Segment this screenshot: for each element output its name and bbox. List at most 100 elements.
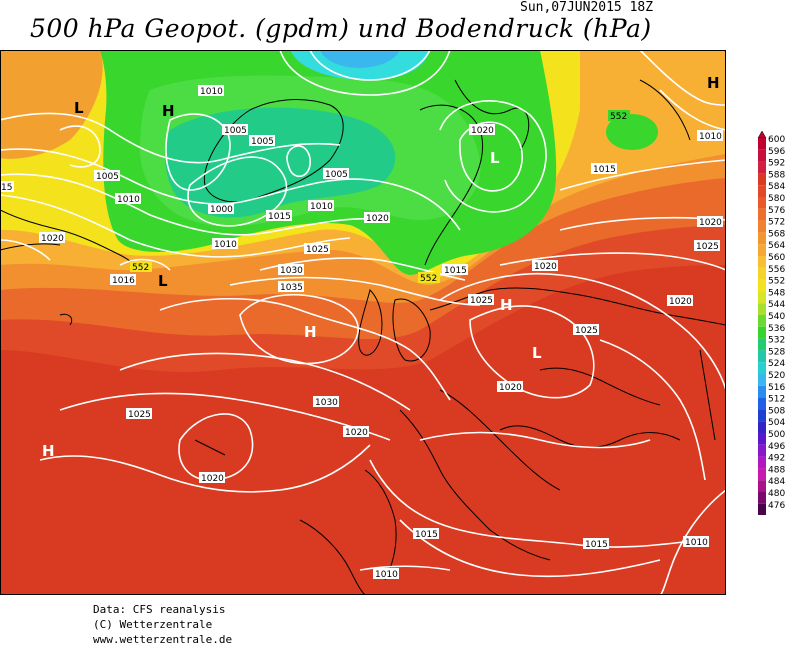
isobar-label: 1015: [413, 528, 439, 540]
svg-text:1030: 1030: [315, 398, 338, 408]
isobar-label: 1010: [198, 85, 224, 97]
svg-text:1015: 1015: [593, 165, 616, 175]
svg-text:1025: 1025: [470, 296, 493, 306]
scale-swatch: [758, 374, 766, 386]
high-center-label: H: [500, 296, 513, 314]
scale-label: 532: [768, 336, 785, 346]
scale-swatch: [758, 326, 766, 339]
scale-swatch: [758, 397, 766, 410]
scale-label: 568: [768, 229, 785, 239]
isobar-labels: 1010 1005 1005 1000 1010 1015 1010 1020 …: [0, 85, 723, 580]
isobar-label: 1020: [364, 212, 390, 224]
svg-text:1020: 1020: [499, 383, 522, 393]
isobar-label: 1025: [468, 294, 494, 306]
scale-swatch: [758, 208, 766, 221]
copyright: (C) Wetterzentrale: [93, 618, 213, 631]
scale-swatch: [758, 492, 766, 504]
isobar-label: 1020: [39, 232, 65, 244]
scale-swatch: [758, 480, 766, 492]
scale-swatch: [758, 161, 766, 174]
scale-label: 484: [768, 477, 785, 487]
isobar-label: 1015: [442, 264, 468, 276]
svg-text:552: 552: [420, 274, 437, 284]
low-center-label: L: [74, 99, 84, 117]
isobar-label: 1015: [266, 210, 292, 222]
svg-text:15: 15: [1, 183, 12, 193]
svg-text:1025: 1025: [306, 245, 329, 255]
svg-text:552: 552: [610, 112, 627, 122]
scale-label: 584: [768, 182, 785, 192]
scale-label: 576: [768, 206, 785, 216]
scale-label: 572: [768, 218, 785, 228]
isobar-label: 1020: [667, 295, 693, 307]
scale-swatch: [758, 279, 766, 292]
scale-swatch: [758, 433, 766, 445]
scale-label: 536: [768, 324, 785, 334]
website: www.wetterzentrale.de: [93, 633, 233, 646]
scale-label: 476: [768, 501, 785, 511]
scale-label: 540: [768, 312, 785, 322]
scale-swatch: [758, 503, 766, 515]
high-center-label: H: [707, 74, 720, 92]
height-labels: 552 552 552: [130, 110, 630, 284]
scale-swatch: [758, 444, 766, 457]
svg-text:1020: 1020: [41, 234, 64, 244]
scale-swatch: [758, 220, 766, 233]
scale-swatch: [758, 303, 766, 315]
isobar-label: 15: [0, 181, 14, 193]
svg-text:1015: 1015: [268, 212, 291, 222]
scale-label: 524: [768, 359, 785, 369]
scale-label: 520: [768, 371, 785, 381]
isobar-label: 1005: [323, 168, 349, 180]
scale-label: 548: [768, 288, 785, 298]
svg-text:1010: 1010: [214, 240, 237, 250]
isobar-label: 1015: [583, 538, 609, 550]
low-center-label: L: [532, 344, 542, 362]
svg-text:1020: 1020: [345, 428, 368, 438]
svg-text:1025: 1025: [128, 410, 151, 420]
scale-label: 596: [768, 147, 785, 157]
scale-swatch: [758, 385, 766, 398]
svg-text:1030: 1030: [280, 266, 303, 276]
isobar-label: 1000: [208, 203, 234, 215]
svg-text:1020: 1020: [534, 262, 557, 272]
svg-text:1005: 1005: [96, 172, 119, 182]
low-center-label: L: [490, 149, 500, 167]
isobar-label: 1030: [278, 264, 304, 276]
scale-swatch: [758, 291, 766, 304]
isobar-label: 1020: [343, 426, 369, 438]
valid-time: Sun,07JUN2015 18Z: [520, 0, 654, 15]
scale-label: 552: [768, 277, 785, 287]
svg-text:1016: 1016: [112, 276, 135, 286]
scale-label: 516: [768, 383, 785, 393]
scale-swatch: [758, 256, 766, 268]
svg-text:1015: 1015: [585, 540, 608, 550]
svg-text:1010: 1010: [200, 87, 223, 97]
height-label: 552: [418, 272, 440, 284]
isobar-label: 1020: [697, 216, 723, 228]
isobar-label: 1020: [469, 124, 495, 136]
scale-label: 588: [768, 170, 785, 180]
svg-text:1010: 1010: [310, 202, 333, 212]
scale-swatch: [758, 362, 766, 374]
isobar-label: 1020: [199, 472, 225, 484]
svg-text:1010: 1010: [117, 195, 140, 205]
high-center-label: H: [304, 323, 317, 341]
scale-swatch: [758, 338, 766, 351]
svg-text:1020: 1020: [669, 297, 692, 307]
scale-label: 544: [768, 300, 785, 310]
svg-text:1010: 1010: [685, 538, 708, 548]
isobar-label: 1020: [497, 381, 523, 393]
scale-swatch: [758, 185, 766, 197]
credits: Data: CFS reanalysis (C) Wetterzentrale …: [93, 602, 232, 647]
isobar-label: 1025: [694, 240, 720, 252]
svg-text:1005: 1005: [224, 126, 247, 136]
height-label: 552: [130, 261, 152, 273]
scale-swatch: [758, 315, 766, 327]
scale-swatch: [758, 421, 766, 433]
low-center-label: L: [158, 272, 168, 290]
isobar-label: 1020: [532, 260, 558, 272]
scale-label: 508: [768, 406, 785, 416]
isobars: [0, 50, 726, 595]
svg-text:1000: 1000: [210, 205, 233, 215]
